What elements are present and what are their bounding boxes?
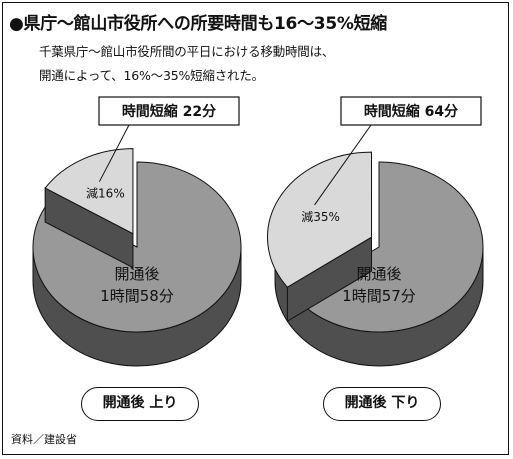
pie-1-reduction-label: 減16% xyxy=(86,186,125,201)
pie-2-callout-leader xyxy=(314,124,372,206)
pie-2-after-label-line-2: 1時間57分 xyxy=(342,287,416,305)
source-note: 資料／建設省 xyxy=(11,433,77,446)
pie-1-slice-reduction xyxy=(44,148,134,235)
subtitle-line-2: 開通によって、16%〜35%短縮された。 xyxy=(39,68,264,83)
pie-2-slice-reduction xyxy=(267,151,373,288)
figure-frame: ●県庁〜館山市役所への所要時間も16〜35%短縮 千葉県庁〜館山市役所間の平日に… xyxy=(2,2,509,455)
subtitle-line-1: 千葉県庁〜館山市役所間の平日における移動時間は、 xyxy=(39,44,335,59)
chart-label-nobori: 開通後 上り xyxy=(81,387,199,421)
pie-1-slice-after xyxy=(32,161,242,333)
pie-1-callout-text: 時間短縮 22分 xyxy=(122,103,216,120)
pie-2-after-label-line-1: 開通後 xyxy=(356,265,401,283)
figure-title: ●県庁〜館山市役所への所要時間も16〜35%短縮 xyxy=(9,14,387,34)
pie-1-after-label-line-2: 1時間58分 xyxy=(100,287,174,305)
pie-2-reduction-label: 減35% xyxy=(301,209,340,224)
chart-label-kudari: 開通後 下り xyxy=(323,387,441,421)
pie-1-callout-box xyxy=(98,96,240,126)
pie-2-callout-text: 時間短縮 64分 xyxy=(364,103,458,120)
pie-2-callout-box xyxy=(340,96,482,126)
pie-1-callout-leader xyxy=(98,124,130,182)
pie-2-slice-after xyxy=(294,161,484,333)
pie-1-after-label-line-1: 開通後 xyxy=(114,265,159,283)
